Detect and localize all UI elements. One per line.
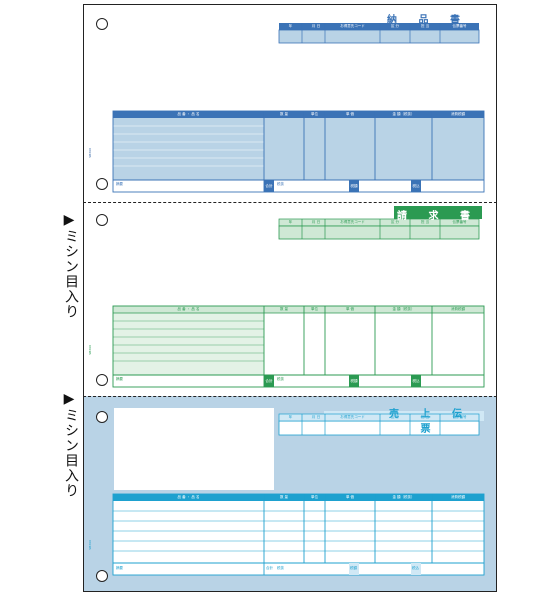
address-box bbox=[114, 408, 274, 490]
col-month: 月 bbox=[311, 220, 316, 224]
tax-amount-label: 税額 bbox=[350, 184, 358, 188]
col-slip-number: 伝票番号 bbox=[452, 415, 467, 419]
col-quantity: 数 量 bbox=[279, 112, 289, 116]
col-month: 月 bbox=[311, 415, 316, 419]
col-quantity: 数 量 bbox=[279, 495, 289, 499]
punch-hole bbox=[96, 214, 108, 226]
col-amount: 金 額（税抜） bbox=[392, 307, 415, 311]
col-tax: 消費税額 bbox=[451, 112, 465, 116]
col-unit-price: 単 価 bbox=[345, 495, 355, 499]
punch-hole bbox=[96, 570, 108, 582]
col-unit: 単位 bbox=[311, 307, 318, 311]
col-amount: 金 額（税抜） bbox=[392, 495, 415, 499]
tax-included-label: 税込 bbox=[412, 566, 419, 570]
col-unit: 単位 bbox=[311, 112, 318, 116]
perforation-label-1: ▶ ミシン目入り bbox=[62, 212, 80, 319]
col-category: 区 分 bbox=[390, 220, 400, 224]
col-year: 年 bbox=[288, 415, 293, 419]
col-customer-code: お得意先コード bbox=[340, 220, 365, 224]
tax-included-label: 税込 bbox=[412, 184, 420, 188]
punch-hole bbox=[96, 411, 108, 423]
col-tax: 消費税額 bbox=[451, 495, 465, 499]
col-unit-price: 単 価 bbox=[345, 307, 355, 311]
triangle-right-icon: ▶ bbox=[63, 391, 75, 407]
form-code: SB360 bbox=[88, 540, 92, 550]
perforation-line bbox=[83, 202, 497, 203]
total-label: 合計 bbox=[266, 566, 273, 570]
col-amount: 金 額（税抜） bbox=[392, 112, 415, 116]
col-unit: 単位 bbox=[311, 495, 318, 499]
total-label: 合計 bbox=[265, 379, 273, 383]
col-tax: 消費税額 bbox=[451, 307, 465, 311]
col-day: 日 bbox=[316, 415, 321, 419]
tax-included-label: 税込 bbox=[412, 379, 420, 383]
col-month: 月 bbox=[311, 24, 316, 28]
col-item-name: 品 番 ・ 品 名 bbox=[177, 307, 200, 311]
col-category: 区 分 bbox=[390, 415, 400, 419]
punch-hole bbox=[96, 18, 108, 30]
document-title: 納 品 書 bbox=[387, 15, 469, 26]
col-staff: 担 当 bbox=[420, 24, 430, 28]
col-slip-number: 伝票番号 bbox=[452, 220, 467, 224]
tax-excluded-label: 税抜 bbox=[277, 182, 284, 186]
col-day: 日 bbox=[316, 24, 321, 28]
col-day: 日 bbox=[316, 220, 321, 224]
tax-excluded-label: 税抜 bbox=[277, 377, 284, 381]
document-title: 請 求 書 bbox=[397, 211, 479, 222]
tax-excluded-label: 税抜 bbox=[277, 566, 284, 570]
perforation-label-text: ミシン目入り bbox=[63, 229, 79, 319]
col-customer-code: お得意先コード bbox=[340, 415, 365, 419]
col-staff: 担 当 bbox=[420, 415, 430, 419]
col-item-name: 品 番 ・ 品 名 bbox=[177, 495, 200, 499]
col-quantity: 数 量 bbox=[279, 307, 289, 311]
col-slip-number: 伝票番号 bbox=[452, 24, 467, 28]
col-year: 年 bbox=[288, 24, 293, 28]
perforation-label-text: ミシン目入り bbox=[63, 408, 79, 498]
col-customer-code: お得意先コード bbox=[340, 24, 365, 28]
col-item-name: 品 番 ・ 品 名 bbox=[177, 112, 200, 116]
col-staff: 担 当 bbox=[420, 220, 430, 224]
punch-hole bbox=[96, 178, 108, 190]
triangle-right-icon: ▶ bbox=[63, 212, 75, 228]
col-category: 区 分 bbox=[390, 24, 400, 28]
total-label: 合計 bbox=[265, 184, 273, 188]
remarks-label: 摘要 bbox=[116, 182, 123, 186]
perforation-line bbox=[83, 396, 497, 397]
tax-amount-label: 税額 bbox=[350, 566, 357, 570]
perforation-label-2: ▶ ミシン目入り bbox=[62, 391, 80, 498]
col-unit-price: 単 価 bbox=[345, 112, 355, 116]
tax-amount-label: 税額 bbox=[350, 379, 358, 383]
remarks-label: 摘要 bbox=[116, 566, 123, 570]
col-year: 年 bbox=[288, 220, 293, 224]
document-title: 売 上 伝 票 bbox=[389, 409, 471, 435]
punch-hole bbox=[96, 374, 108, 386]
remarks-label: 摘要 bbox=[116, 377, 123, 381]
